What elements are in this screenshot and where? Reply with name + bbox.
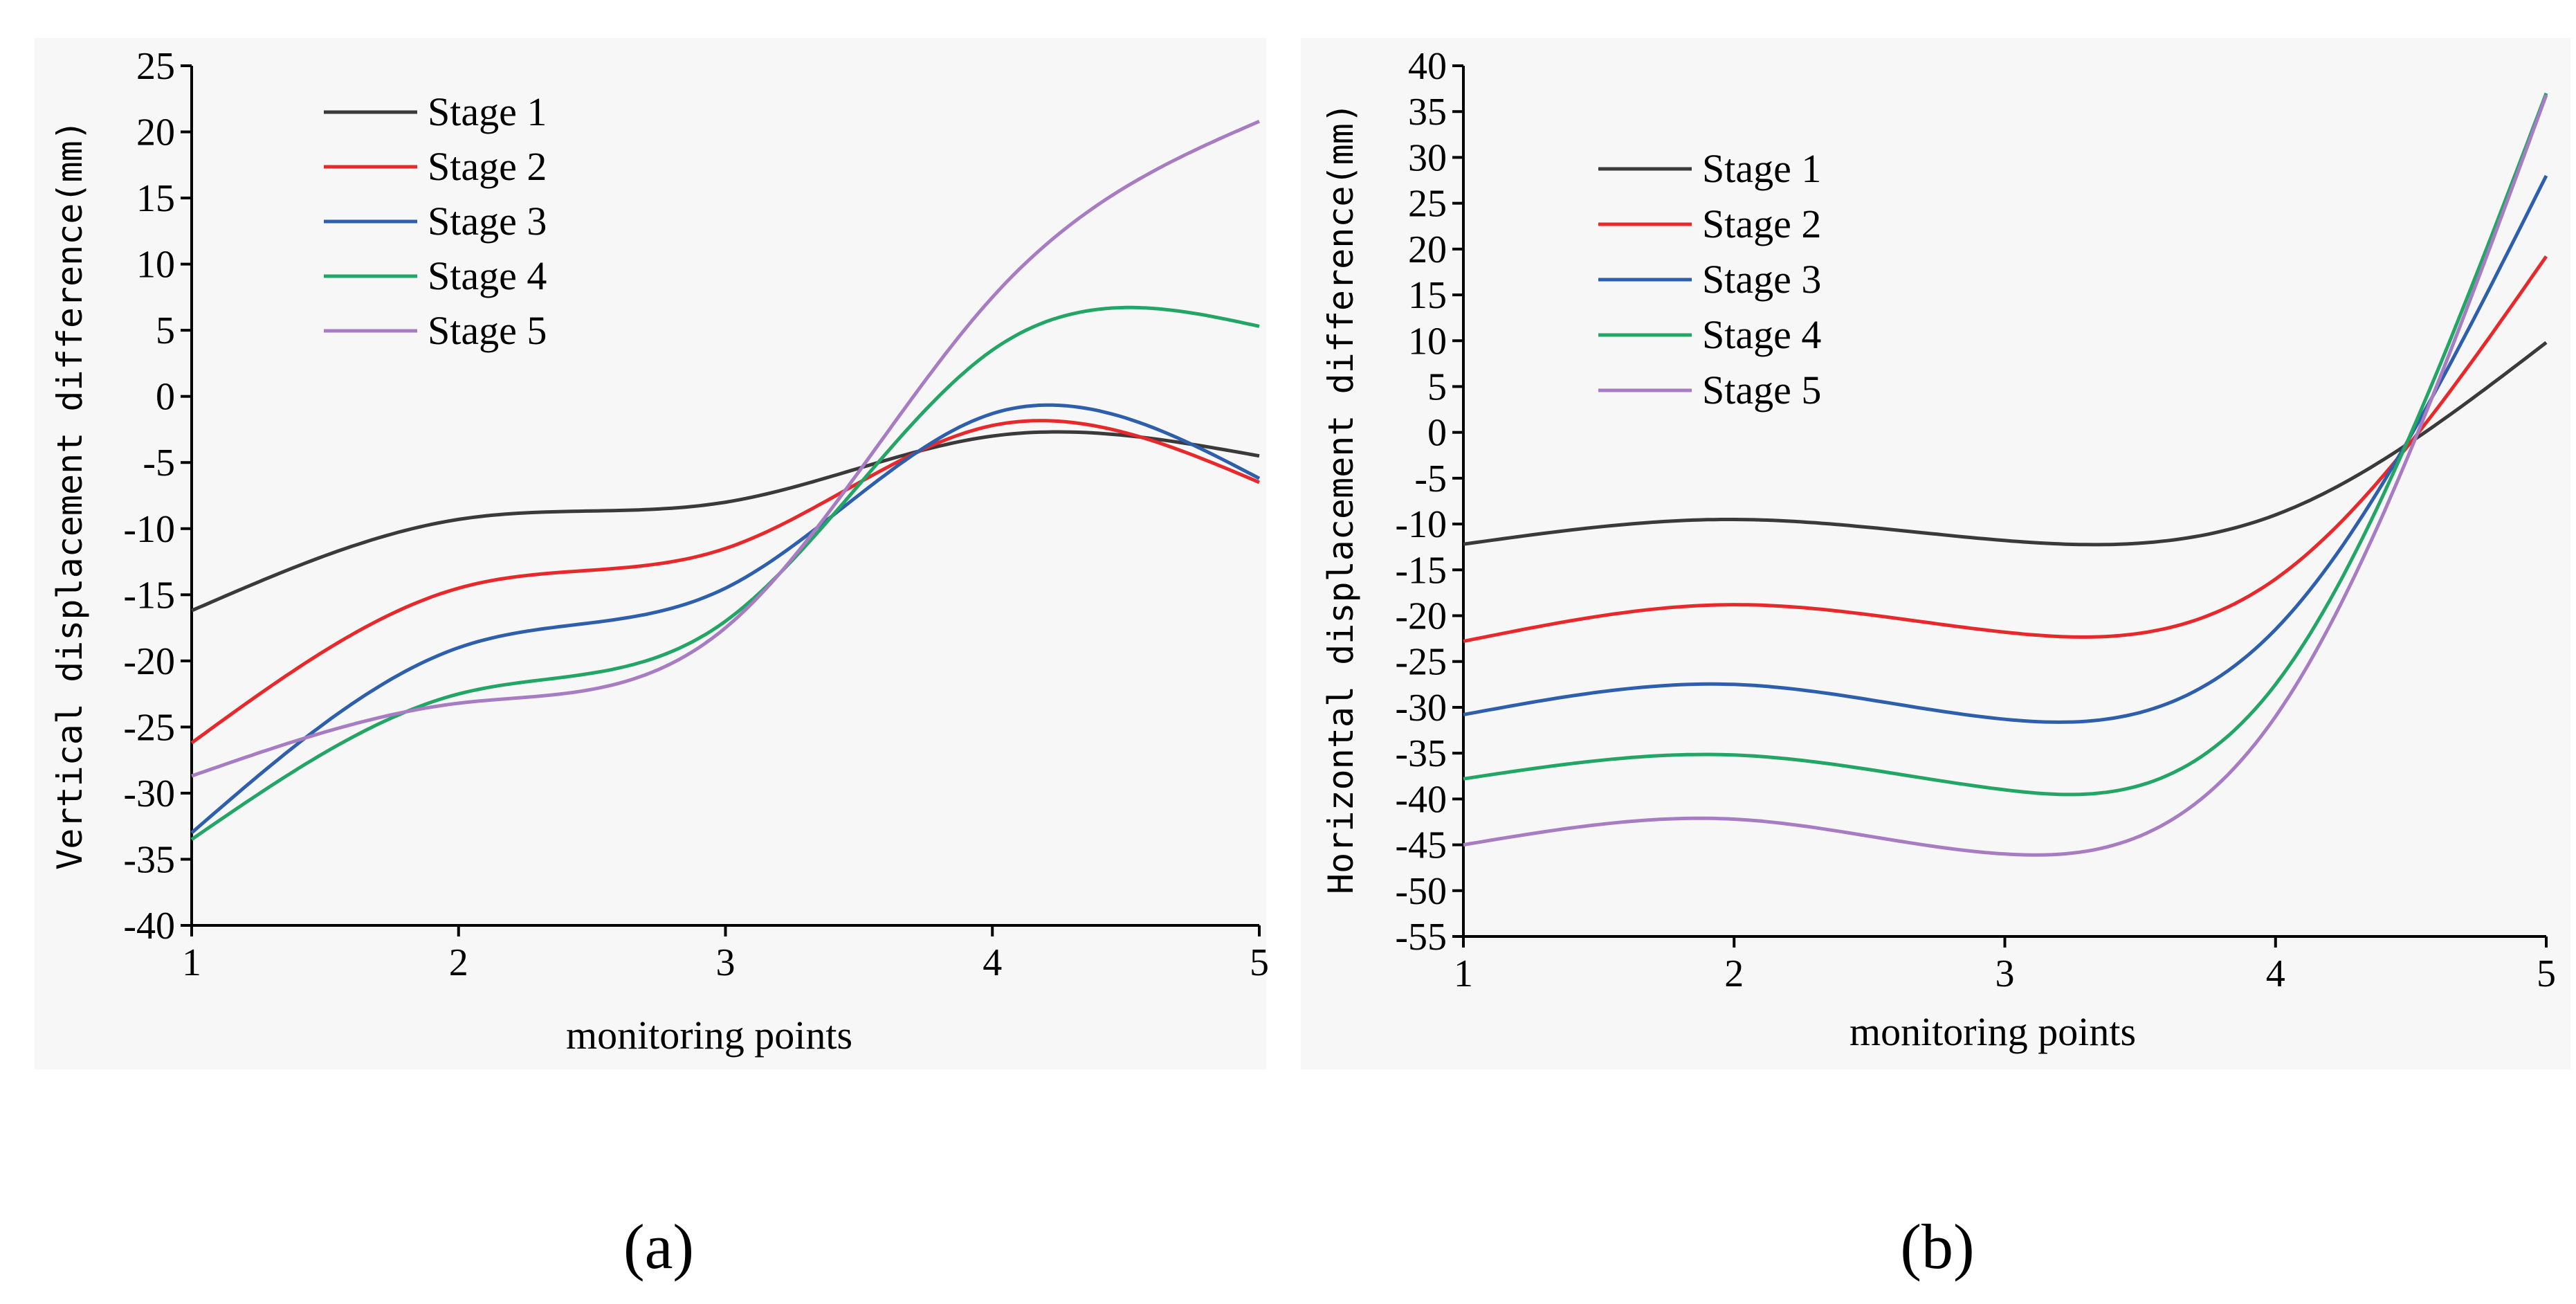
legend-label: Stage 5 [1702,368,1821,413]
y-tick-label: -30 [123,772,175,815]
y-tick-label: -45 [1395,824,1447,867]
y-tick-label: -30 [1395,687,1447,730]
y-tick-label: -40 [1395,778,1447,821]
y-tick-label: -15 [123,574,175,617]
y-tick-label: 5 [1427,365,1447,408]
y-tick-label: -55 [1395,916,1447,959]
y-tick-label: 10 [136,244,175,287]
panel-b-background [1301,38,2570,1069]
y-tick-label: -25 [1395,641,1447,684]
x-tick-label: 5 [1250,941,1269,984]
chart-a-x-axis-label: monitoring points [566,1013,852,1058]
y-tick-label: 10 [1408,320,1447,363]
x-tick-label: 3 [1995,952,2015,995]
y-tick-label: -20 [123,640,175,683]
y-tick-label: -40 [123,905,175,948]
x-tick-label: 4 [2266,952,2285,995]
y-tick-label: -5 [1414,458,1447,500]
y-tick-label: -10 [1395,503,1447,546]
series-line-stage-2 [1463,255,2548,644]
y-tick-label: -50 [1395,870,1447,913]
legend-label: Stage 3 [1702,257,1821,302]
legend-label: Stage 2 [428,144,547,189]
x-tick-label: 5 [2537,952,2556,995]
y-tick-label: -25 [123,706,175,749]
y-tick-label: -5 [143,442,175,485]
y-tick-label: 15 [136,177,175,220]
chart-b-y-axis-label: Horizontal displacement difference(mm) [1321,102,1361,894]
y-tick-label: -35 [123,838,175,881]
y-tick-label: -20 [1395,595,1447,638]
caption-a: (a) [623,1211,694,1282]
y-tick-label: 0 [156,376,175,419]
y-tick-label: 25 [136,45,175,88]
chart-a-y-axis-label: Vertical displacement difference(mm) [50,120,90,870]
series-line-stage-3 [190,403,1261,835]
series-line-stage-3 [1463,174,2548,724]
x-tick-label: 1 [182,941,201,984]
series-line-stage-1 [190,430,1260,613]
legend-label: Stage 2 [1702,201,1821,246]
series-line-stage-2 [190,419,1260,745]
panel-a-background [35,38,1266,1069]
x-tick-label: 2 [1724,952,1744,995]
series-line-stage-5 [191,120,1261,778]
y-tick-label: 40 [1408,45,1447,88]
y-tick-label: 5 [156,309,175,352]
legend-label: Stage 1 [1702,146,1821,191]
y-tick-label: 30 [1408,136,1447,179]
y-tick-label: -35 [1395,732,1447,775]
x-tick-label: 4 [983,941,1002,984]
series-line-stage-4 [190,305,1260,841]
legend-label: Stage 5 [428,308,547,353]
x-tick-label: 2 [449,941,468,984]
y-tick-label: -15 [1395,549,1447,592]
legend-label: Stage 1 [428,89,547,134]
y-tick-label: 20 [136,111,175,154]
y-tick-label: 0 [1427,412,1447,455]
legend-label: Stage 4 [1702,312,1821,357]
legend-label: Stage 4 [428,253,547,298]
series-line-stage-4 [1463,92,2548,797]
y-tick-label: 25 [1408,183,1447,226]
series-line-stage-1 [1463,341,2548,547]
y-tick-label: -10 [123,508,175,551]
y-tick-label: 35 [1408,91,1447,134]
chart-horizontal-displacement: 4035302520151050-5-10-15-20-25-30-35-40-… [1321,45,2556,1054]
series-line-stage-5 [1463,94,2548,857]
x-tick-label: 1 [1454,952,1473,995]
legend-label: Stage 3 [428,199,547,244]
x-tick-label: 3 [716,941,736,984]
caption-b: (b) [1900,1211,1974,1282]
y-tick-label: 15 [1408,274,1447,317]
chart-b-x-axis-label: monitoring points [1849,1009,2136,1054]
y-tick-label: 20 [1408,228,1447,271]
